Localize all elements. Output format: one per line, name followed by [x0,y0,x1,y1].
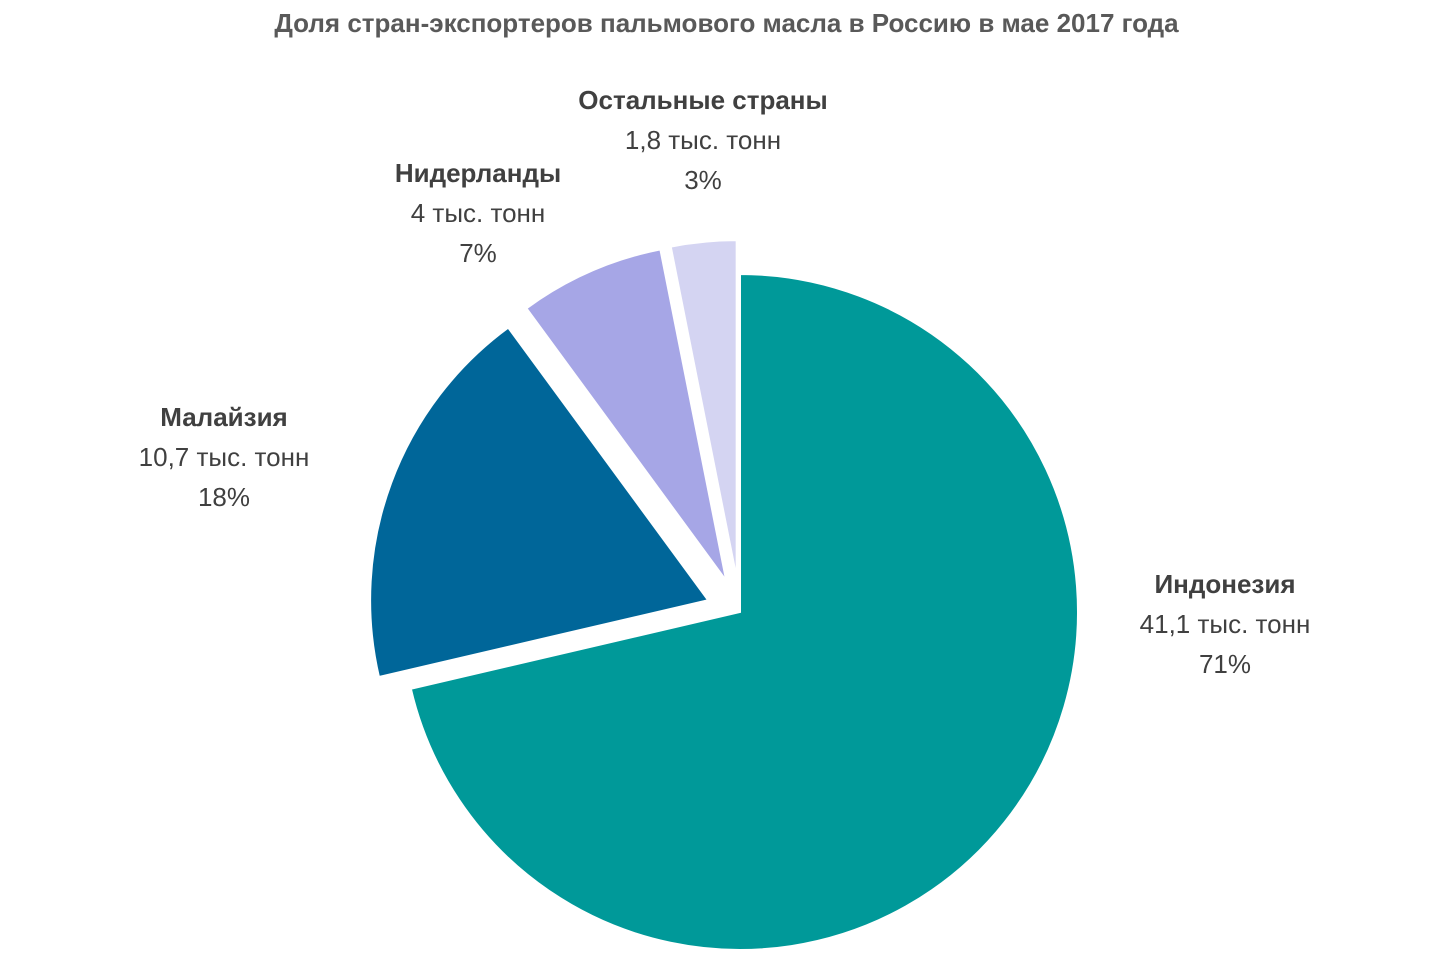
slice-other [669,239,738,579]
slice-value: 1,8 тыс. тонн [624,125,782,155]
slice-name: Индонезия [1154,569,1296,599]
slice-value: 41,1 тыс. тонн [1139,609,1311,639]
slice-label-indonesia: Индонезия 41,1 тыс. тонн 71% [1065,564,1385,684]
slice-value: 10,7 тыс. тонн [138,442,310,472]
chart-title: Доля стран-экспортеров пальмового масла … [274,8,1179,38]
slice-label-malaysia: Малайзия 10,7 тыс. тонн 18% [64,397,384,517]
slice-name: Нидерланды [394,158,562,188]
slice-malaysia [369,326,710,679]
slice-label-other: Остальные страны 1,8 тыс. тонн 3% [543,80,863,200]
slice-percent: 18% [197,482,251,512]
slice-netherlands [525,248,728,582]
slice-indonesia [409,272,1079,951]
slice-percent: 3% [684,165,722,195]
slice-percent: 71% [1198,649,1252,679]
slice-name: Остальные страны [578,85,828,115]
slice-name: Малайзия [160,402,288,432]
slice-label-netherlands: Нидерланды 4 тыс. тонн 7% [318,153,638,273]
slice-value: 4 тыс. тонн [410,198,546,228]
slice-percent: 7% [459,238,497,268]
